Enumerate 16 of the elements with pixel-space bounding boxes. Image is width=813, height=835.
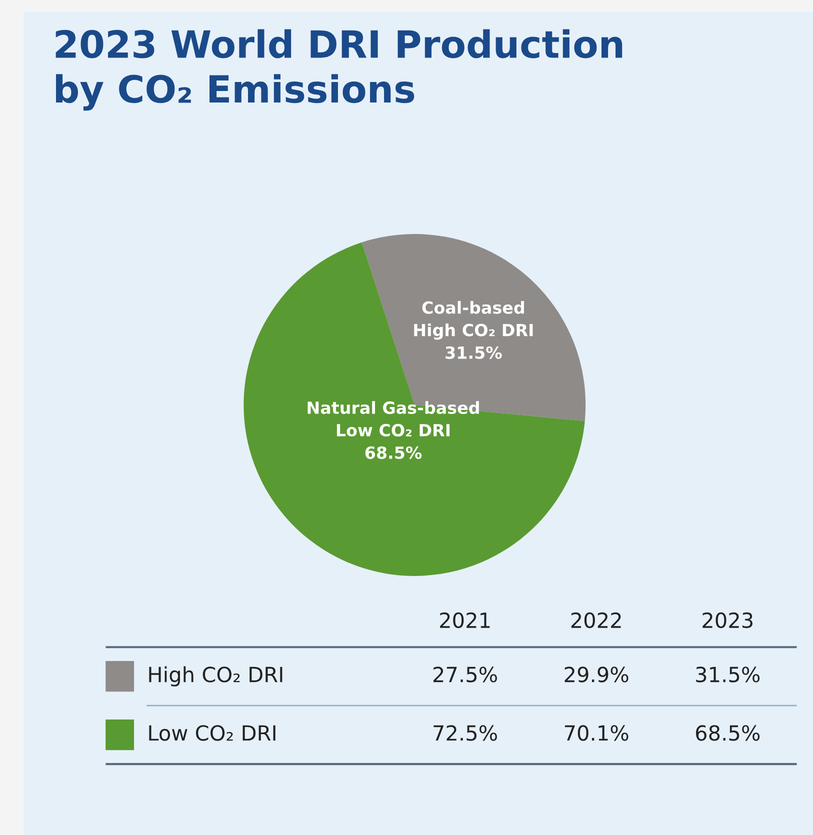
data-label: 27.5% xyxy=(433,666,497,682)
data-label: 72.5% xyxy=(434,725,497,741)
category-label: 2022 xyxy=(571,612,621,628)
category-label: 2021 xyxy=(440,612,490,628)
category-label: 2023 xyxy=(702,612,752,628)
slice-label: Coal-based High CO₂ DRI xyxy=(414,300,533,340)
data-label: 70.1% xyxy=(564,725,628,741)
data-label: 31.5% xyxy=(446,346,502,359)
legend-label: High CO₂ DRI xyxy=(149,666,282,686)
data-label: 29.9% xyxy=(564,666,628,682)
data-label: 68.5% xyxy=(696,725,760,741)
legend-label: Low CO₂ DRI xyxy=(149,725,276,741)
data-label: 68.5% xyxy=(365,446,422,459)
data-label: 31.5% xyxy=(696,666,760,682)
chart-title: 2023 World DRI Production by CO₂ Emissions xyxy=(56,29,622,111)
slice-label: Natural Gas-based Low CO₂ DRI xyxy=(308,401,479,436)
